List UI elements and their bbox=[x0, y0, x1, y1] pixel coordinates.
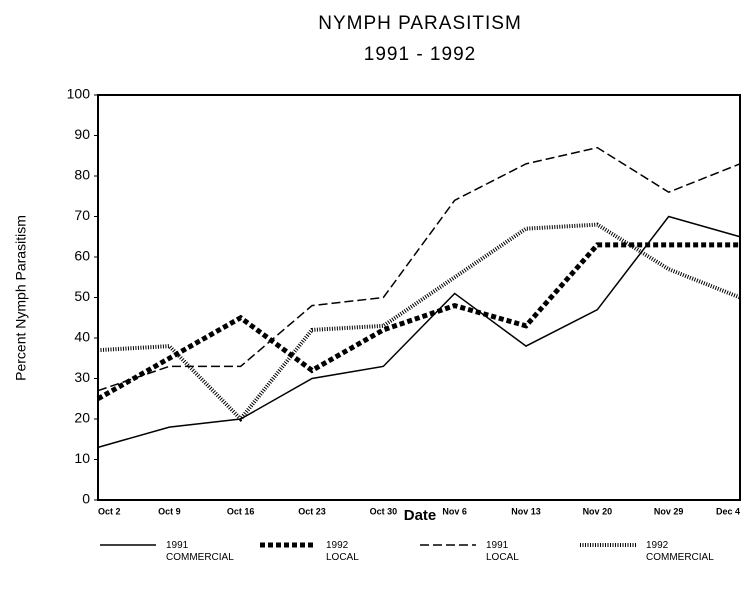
y-tick-label: 30 bbox=[74, 369, 90, 385]
legend-label: 1992 LOCAL bbox=[326, 540, 359, 563]
chart-subtitle: 1991 - 1992 bbox=[364, 44, 476, 65]
legend-label: 1992 COMMERCIAL bbox=[646, 540, 714, 563]
y-tick-label: 70 bbox=[74, 207, 90, 223]
legend-swatch bbox=[260, 542, 316, 548]
x-tick-label: Nov 6 bbox=[442, 506, 467, 516]
y-tick-label: 0 bbox=[82, 491, 90, 507]
legend-swatch bbox=[420, 544, 476, 546]
legend: 1991 COMMERCIAL 1992 LOCAL 1991 LOCAL 1992 … bbox=[0, 538, 755, 596]
y-tick-label: 60 bbox=[74, 248, 90, 264]
legend-item: 1992 COMMERCIAL bbox=[580, 538, 736, 564]
x-tick-label: Oct 16 bbox=[227, 506, 255, 516]
x-tick-label: Dec 4 bbox=[716, 506, 740, 516]
y-tick-label: 10 bbox=[74, 450, 90, 466]
legend-item: 1991 LOCAL bbox=[420, 538, 576, 564]
x-tick-label: Nov 29 bbox=[654, 506, 684, 516]
y-tick-label: 20 bbox=[74, 410, 90, 426]
legend-swatch bbox=[580, 543, 636, 547]
legend-item: 1991 COMMERCIAL bbox=[100, 538, 256, 564]
series-line bbox=[97, 215, 741, 449]
series-line bbox=[97, 146, 741, 392]
x-axis-label: Date bbox=[404, 507, 437, 524]
legend-item: 1992 LOCAL bbox=[260, 538, 416, 564]
x-tick-label: Oct 2 bbox=[98, 506, 121, 516]
chart: NYMPH PARASITISM 1991 - 1992 Date Percen… bbox=[13, 13, 741, 524]
x-tick-label: Oct 9 bbox=[158, 506, 181, 516]
plot-frame bbox=[97, 94, 741, 501]
y-tick-label: 90 bbox=[74, 126, 90, 142]
x-tick-label: Oct 30 bbox=[370, 506, 398, 516]
chart-title: NYMPH PARASITISM bbox=[318, 13, 522, 34]
series-line bbox=[97, 222, 741, 423]
x-tick-label: Nov 20 bbox=[583, 506, 613, 516]
legend-label: 1991 COMMERCIAL bbox=[166, 540, 234, 563]
y-tick-label: 80 bbox=[74, 167, 90, 183]
series-line bbox=[96, 242, 740, 401]
y-tick-label: 100 bbox=[67, 86, 91, 102]
y-tick-label: 40 bbox=[74, 329, 90, 345]
y-tick-label: 50 bbox=[74, 288, 90, 304]
y-axis-label: Percent Nymph Parasitism bbox=[13, 215, 29, 381]
x-tick-label: Oct 23 bbox=[298, 506, 326, 516]
x-tick-label: Nov 13 bbox=[511, 506, 541, 516]
legend-label: 1991 LOCAL bbox=[486, 540, 519, 563]
legend-swatch bbox=[100, 544, 156, 546]
